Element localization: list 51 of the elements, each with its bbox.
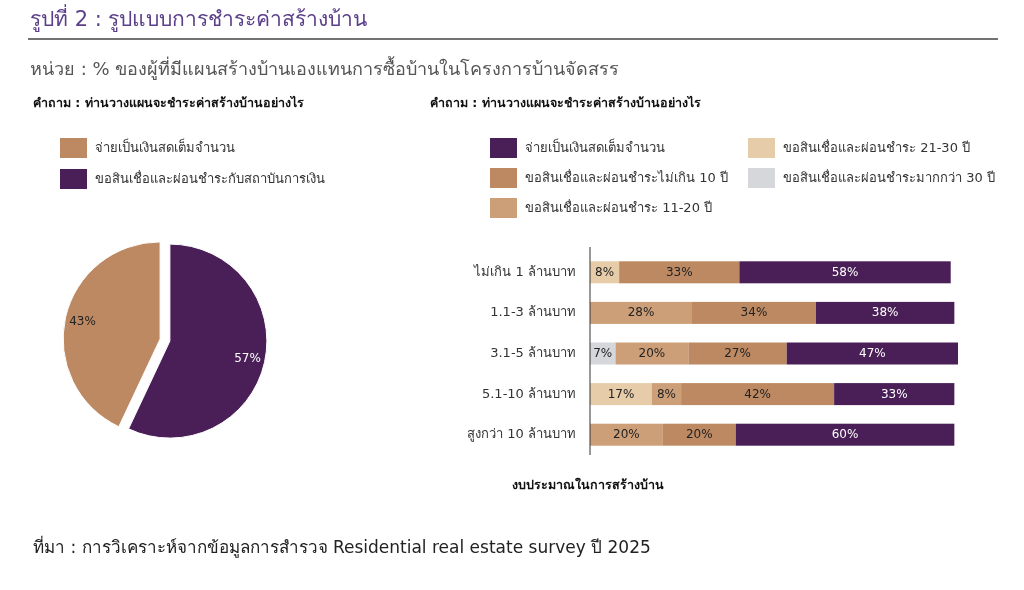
data-label: 34% — [740, 305, 768, 320]
y-tick-label: สูงกว่า 10 ล้านบาท — [467, 426, 576, 443]
legend-label: จ่ายเป็นเงินสดเต็มจำนวน — [525, 137, 665, 155]
bar — [688, 342, 787, 365]
data-label: 57% — [234, 350, 261, 365]
bar — [619, 261, 740, 284]
y-tick-label: 5.1-10 ล้านบาท — [481, 385, 576, 401]
bar — [692, 301, 816, 324]
bar — [815, 301, 955, 324]
bar — [739, 261, 951, 284]
bar — [786, 342, 958, 365]
legend-label: ขอสินเชื่อและผ่อนชำระ 11-20 ปี — [525, 198, 713, 215]
y-tick-label: ไม่เกิน 1 ล้านบาท — [473, 263, 576, 279]
legend-label: จ่ายเป็นเงินสดเต็มจำนวน — [95, 137, 235, 155]
data-label: 28% — [627, 305, 655, 320]
text: ที่มา : การวิเคราะห์จากข้อมูลการสำรวจ Residential real estate survey ปี 2025 — [33, 535, 651, 558]
chart-title: คำถาม : ท่านวางแผนจะชำระค่าสร้างบ้านอย่างไร — [430, 94, 701, 110]
data-label: 42% — [744, 386, 771, 401]
legend-label: ขอสินเชื่อและผ่อนชำระ 21-30 ปี — [783, 138, 971, 155]
bar — [615, 342, 689, 365]
data-label: 47% — [859, 346, 886, 360]
data-label: 38% — [871, 305, 899, 320]
data-label: 20% — [613, 427, 640, 442]
bar — [590, 383, 652, 406]
data-label: 27% — [724, 346, 751, 360]
data-label: 58% — [831, 264, 859, 279]
bar — [662, 423, 736, 446]
chart-subtitle: หน่วย : % ของผู้ที่มีแผนสร้างบ้านเองแทนการซื้อบ้านในโครงการบ้านจัดสรร — [30, 56, 620, 80]
data-label: 8% — [656, 386, 677, 401]
legend-label: ขอสินเชื่อและผ่อนชำระไม่เกิน 10 ปี — [525, 168, 728, 185]
data-label: 33% — [665, 264, 693, 279]
data-label: 33% — [880, 386, 908, 401]
data-label: 7% — [593, 346, 613, 360]
data-label: 60% — [831, 427, 859, 442]
data-label: 8% — [595, 264, 615, 279]
legend-label: ขอสินเชื่อและผ่อนชำระกับสถาบันการเงิน — [95, 169, 325, 186]
y-tick-label: 3.1-5 ล้านบาท — [490, 345, 576, 360]
legend-label: ขอสินเชื่อและผ่อนชำระมากกว่า 30 ปี — [783, 168, 995, 185]
data-label: 20% — [685, 427, 713, 442]
bar — [681, 383, 835, 406]
bar — [735, 423, 955, 446]
data-label: 20% — [638, 346, 666, 360]
bar — [834, 383, 955, 406]
y-axis-title: งบประมาณในการสร้างบ้าน — [512, 476, 664, 492]
bar — [590, 423, 663, 446]
y-tick-label: 1.1-3 ล้านบาท — [490, 304, 576, 320]
data-label: 17% — [607, 386, 635, 401]
chart-title: รูปที่ 2 : รูปแบบการชำระค่าสร้างบ้าน — [30, 4, 368, 32]
bar — [590, 301, 693, 324]
data-label: 43% — [69, 314, 96, 329]
text: คำถาม : ท่านวางแผนจะชำระค่าสร้างบ้านอย่างไร — [33, 94, 304, 110]
